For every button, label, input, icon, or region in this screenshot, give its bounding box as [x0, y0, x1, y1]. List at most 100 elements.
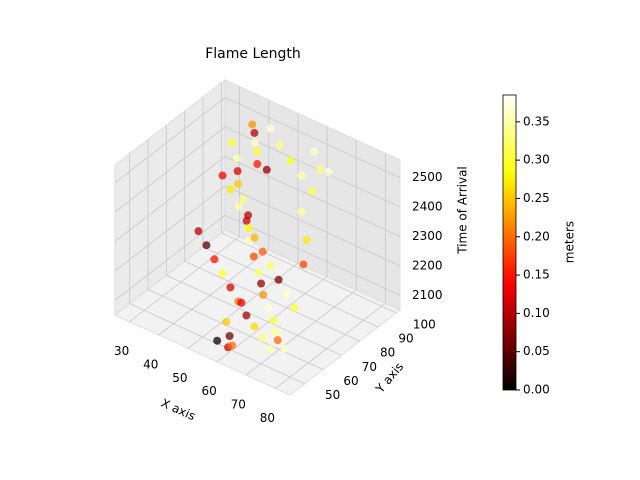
- point: [244, 236, 253, 245]
- y-axis-label: Y axis: [372, 360, 406, 397]
- z-tick-label: 2100: [412, 288, 443, 302]
- z-tick-label: 2400: [412, 200, 443, 214]
- point: [275, 141, 284, 150]
- point: [250, 128, 259, 137]
- point: [297, 171, 306, 180]
- point: [233, 154, 242, 163]
- point: [258, 247, 267, 256]
- x-tick-label: 40: [143, 358, 158, 372]
- point: [194, 227, 203, 236]
- grid-line: [224, 156, 401, 237]
- point: [286, 156, 295, 165]
- grid-line: [114, 185, 226, 272]
- point: [234, 202, 243, 211]
- grid-line: [202, 246, 379, 328]
- grid-line: [114, 156, 226, 242]
- grid-line: [224, 214, 401, 296]
- chart-title: Flame Length: [205, 46, 301, 62]
- point: [202, 241, 211, 250]
- point: [324, 167, 333, 176]
- point: [269, 316, 278, 325]
- points: [194, 120, 333, 353]
- point: [250, 138, 259, 147]
- grid-line: [221, 232, 397, 314]
- y-tick-label: 100: [413, 317, 436, 331]
- point: [290, 303, 299, 312]
- colorbar-label: meters: [563, 221, 577, 263]
- colorbar-tick-label: 0.10: [523, 306, 550, 320]
- point: [226, 283, 235, 292]
- colorbar-tick-label: 0.25: [523, 191, 550, 205]
- point: [225, 332, 234, 341]
- point: [280, 344, 289, 353]
- y-tick-label: 80: [380, 346, 395, 360]
- point: [266, 344, 275, 353]
- point: [242, 311, 251, 320]
- point: [259, 290, 268, 299]
- point: [302, 236, 311, 245]
- point: [262, 165, 271, 174]
- point: [258, 333, 267, 342]
- x-axis-label: X axis: [159, 396, 198, 423]
- point: [282, 289, 291, 298]
- colorbar-tick-label: 0.15: [523, 268, 550, 282]
- x-tick-label: 50: [172, 371, 187, 385]
- grid-line: [224, 185, 401, 267]
- y-tick-label: 90: [398, 332, 413, 346]
- z-axis-label: Time of Arrival: [456, 166, 470, 255]
- point: [228, 341, 237, 350]
- point: [222, 317, 231, 326]
- colorbar-tick-label: 0.05: [523, 344, 550, 358]
- x-tick-label: 30: [114, 344, 129, 358]
- grid-line: [158, 249, 269, 336]
- grid-line: [275, 303, 386, 389]
- point: [266, 261, 275, 270]
- colorbar: [502, 94, 517, 391]
- y-tick-label: 70: [362, 360, 377, 374]
- point: [308, 187, 317, 196]
- point: [250, 322, 259, 331]
- point: [228, 138, 237, 147]
- grid-line: [129, 236, 240, 322]
- point: [226, 185, 235, 194]
- grid-line: [246, 289, 357, 376]
- x-tick-label: 70: [231, 398, 246, 412]
- colorbar-tick-label: 0.35: [523, 114, 550, 128]
- x-tick-label: 60: [201, 384, 216, 398]
- point: [210, 255, 219, 264]
- point: [266, 124, 275, 133]
- colorbar-tick-label: 0.20: [523, 229, 550, 243]
- point: [244, 224, 253, 233]
- point: [316, 165, 325, 174]
- grid-line: [184, 260, 360, 342]
- point: [253, 160, 262, 169]
- point: [218, 269, 227, 278]
- point: [257, 279, 266, 288]
- point: [271, 327, 280, 336]
- point: [273, 336, 282, 345]
- grid-line: [166, 274, 342, 356]
- x-tick-label: 80: [260, 411, 275, 425]
- grid-line: [114, 126, 226, 213]
- point: [239, 195, 247, 204]
- point: [254, 268, 263, 277]
- z-tick-label: 2300: [412, 229, 443, 243]
- point: [297, 207, 306, 216]
- point: [310, 147, 319, 156]
- grid-line: [224, 97, 401, 179]
- point: [249, 252, 258, 261]
- point: [248, 120, 257, 129]
- point: [274, 275, 283, 284]
- point: [242, 216, 251, 225]
- point: [252, 147, 261, 156]
- z-tick-label: 2500: [412, 170, 443, 184]
- grid-line: [114, 97, 226, 183]
- z-tick-label: 2200: [412, 258, 443, 272]
- y-tick-label: 60: [343, 374, 358, 388]
- point: [264, 303, 273, 312]
- point: [213, 336, 222, 345]
- colorbar-tick-label: 0.30: [523, 153, 550, 167]
- point: [299, 260, 308, 269]
- y-tick-label: 50: [325, 388, 340, 402]
